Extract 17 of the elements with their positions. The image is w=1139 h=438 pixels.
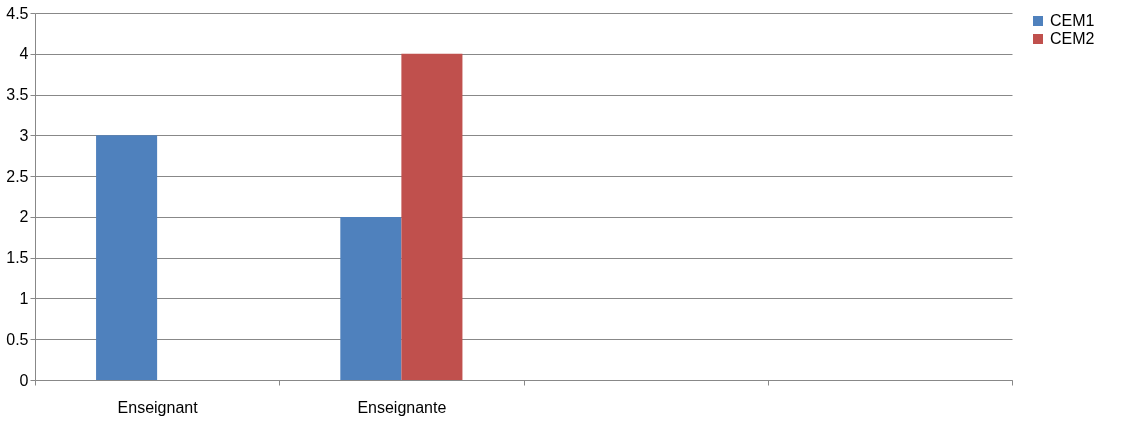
y-tick-label: 0: [19, 371, 29, 389]
y-tick-label: 4: [19, 45, 29, 63]
y-tick-label: 3.5: [6, 86, 29, 104]
bar: [401, 53, 463, 380]
y-tick-label: 4.5: [6, 4, 29, 22]
y-tick-label: 2: [19, 208, 29, 226]
bar: [96, 135, 158, 380]
legend-label: CEM2: [1050, 30, 1095, 47]
y-tick-label: 1.5: [6, 249, 29, 267]
y-tick-label: 0.5: [6, 330, 29, 348]
x-tick-label: Enseignant: [117, 398, 199, 416]
bar: [340, 216, 402, 380]
x-tick-label: Enseignante: [357, 398, 447, 416]
legend-label: CEM1: [1050, 12, 1095, 29]
y-tick-label: 1: [19, 289, 29, 307]
y-tick-label: 3: [19, 126, 29, 144]
y-tick-label: 2.5: [6, 167, 29, 185]
